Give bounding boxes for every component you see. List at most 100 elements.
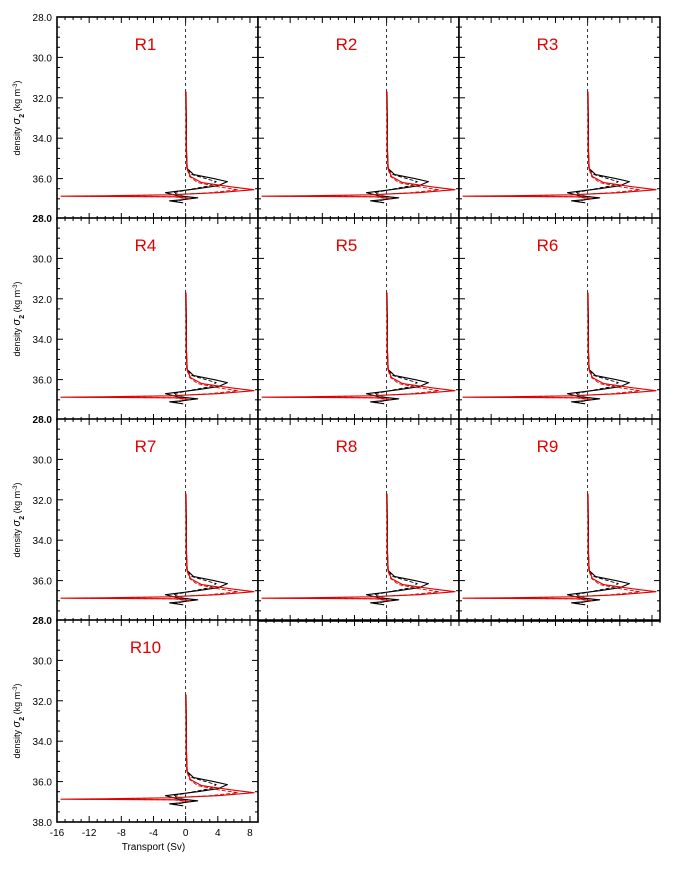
y-tick-label: 36.0 xyxy=(33,778,53,789)
x-tick-label: 0 xyxy=(183,828,189,839)
series-line-red-dashed xyxy=(273,292,440,401)
panel-frame xyxy=(56,619,259,823)
y-axis-label-part: -3 xyxy=(13,485,19,491)
panel-r7: R7 36.0 34.0 32.0 30.0 28.0 density σ2 (kg m-3… xyxy=(11,415,259,622)
series-line-red-solid xyxy=(60,292,255,401)
y-tick-label: 34.0 xyxy=(33,737,53,748)
series-line-red-solid xyxy=(60,91,255,200)
panel-label: R9 xyxy=(537,437,559,456)
y-axis-label-part: ) xyxy=(12,282,22,285)
series-line-red-solid xyxy=(462,91,657,200)
y-tick-label: 28.0 xyxy=(33,415,53,426)
panel-frame xyxy=(458,16,661,220)
panel-frame xyxy=(458,418,661,622)
series-line-red-dashed xyxy=(474,493,641,602)
y-axis-label-part: density xyxy=(12,727,22,758)
y-axis-label-part: 2 xyxy=(19,516,26,520)
x-tick-label: 8 xyxy=(247,828,253,839)
y-tick-label: 32.0 xyxy=(33,496,53,507)
panel-r4: R4 36.0 34.0 32.0 30.0 28.0 density σ2 (kg m-3… xyxy=(11,214,259,421)
panel-frame xyxy=(56,217,259,421)
y-axis-label-part: density xyxy=(12,526,22,557)
panel-frame xyxy=(458,217,661,421)
panel-r3: R3 xyxy=(458,16,661,220)
y-tick-label: 32.0 xyxy=(33,697,53,708)
y-tick-label: 34.0 xyxy=(33,536,53,547)
panel-label: R2 xyxy=(336,35,358,54)
panel-label: R8 xyxy=(336,437,358,456)
y-tick-label: 36.0 xyxy=(33,376,53,387)
panel-label: R10 xyxy=(130,638,161,657)
panel-r10: R10 38.0 36.0 34.0 32.0 30.0 28.0 density σ2 (k… xyxy=(11,616,259,853)
series-line-red-dashed xyxy=(273,91,440,200)
panel-frame xyxy=(56,16,259,220)
series-line-red-dashed xyxy=(474,292,641,401)
x-tick-label: -4 xyxy=(149,828,158,839)
series-line-red-solid xyxy=(261,292,456,401)
panel-r9: R9 xyxy=(458,418,661,622)
y-axis-label: density σ2 (kg m-3) xyxy=(11,81,26,156)
y-tick-label: 30.0 xyxy=(33,254,53,265)
panel-r5: R5 xyxy=(257,217,460,421)
y-axis-label-part: 2 xyxy=(19,315,26,319)
y-axis-label: density σ2 (kg m-3) xyxy=(11,483,26,558)
panel-frame xyxy=(56,418,259,622)
x-tick-label: -8 xyxy=(117,828,126,839)
y-axis-label-part: density xyxy=(12,124,22,155)
panel-frame xyxy=(257,418,460,622)
panel-label: R3 xyxy=(537,35,559,54)
y-axis-label-part: (kg m xyxy=(12,491,22,516)
series-line-red-solid xyxy=(60,493,255,602)
y-tick-label: 32.0 xyxy=(33,295,53,306)
series-line-red-dashed xyxy=(72,493,239,602)
y-axis-label-part: (kg m xyxy=(12,89,22,114)
y-tick-label: 30.0 xyxy=(33,455,53,466)
series-line-red-dashed xyxy=(72,91,239,200)
y-axis-label-part: (kg m xyxy=(12,692,22,717)
y-axis-label-part: density xyxy=(12,325,22,356)
panel-r1: R1 36.0 34.0 32.0 30.0 28.0 density σ2 (kg m-3… xyxy=(11,13,259,220)
y-axis-label-part: σ xyxy=(11,519,23,526)
y-tick-label: 32.0 xyxy=(33,94,53,105)
y-tick-label: 34.0 xyxy=(33,134,53,145)
panel-label: R5 xyxy=(336,236,358,255)
y-axis-label-part: ) xyxy=(12,483,22,486)
y-axis-label-part: -3 xyxy=(13,686,19,692)
y-tick-label: 28.0 xyxy=(33,13,53,24)
y-tick-label: 36.0 xyxy=(33,577,53,588)
series-line-red-dashed xyxy=(72,292,239,401)
panel-frame xyxy=(257,16,460,220)
x-tick-label: -12 xyxy=(82,828,97,839)
panel-r6: R6 xyxy=(458,217,661,421)
y-axis-label-part: -3 xyxy=(13,83,19,89)
y-tick-label: 28.0 xyxy=(33,616,53,627)
series-line-red-solid xyxy=(261,91,456,200)
y-axis-label-part: ) xyxy=(12,684,22,687)
series-line-red-solid xyxy=(60,694,255,803)
series-line-red-dashed xyxy=(474,91,641,200)
y-axis-label-part: 2 xyxy=(19,717,26,721)
series-line-red-solid xyxy=(462,292,657,401)
panel-label: R4 xyxy=(135,236,157,255)
y-axis-label-part: -3 xyxy=(13,284,19,290)
y-axis-label: density σ2 (kg m-3) xyxy=(11,684,26,759)
series-line-red-dashed xyxy=(72,694,239,803)
series-line-red-solid xyxy=(462,493,657,602)
y-tick-label: 30.0 xyxy=(33,656,53,667)
y-axis-label-part: 2 xyxy=(19,114,26,118)
panel-label: R7 xyxy=(135,437,157,456)
y-axis-label-part: (kg m xyxy=(12,290,22,315)
panel-r2: R2 xyxy=(257,16,460,220)
y-tick-label: 28.0 xyxy=(33,214,53,225)
y-axis-label-part: σ xyxy=(11,117,23,124)
y-axis-label: density σ2 (kg m-3) xyxy=(11,282,26,357)
panel-r8: R8 xyxy=(257,418,460,622)
panel-label: R6 xyxy=(537,236,559,255)
series-line-red-dashed xyxy=(273,493,440,602)
y-axis-label-part: σ xyxy=(11,720,23,727)
x-tick-label: 4 xyxy=(215,828,221,839)
x-tick-label: -16 xyxy=(50,828,65,839)
panel-label: R1 xyxy=(135,35,157,54)
series-line-red-solid xyxy=(261,493,456,602)
